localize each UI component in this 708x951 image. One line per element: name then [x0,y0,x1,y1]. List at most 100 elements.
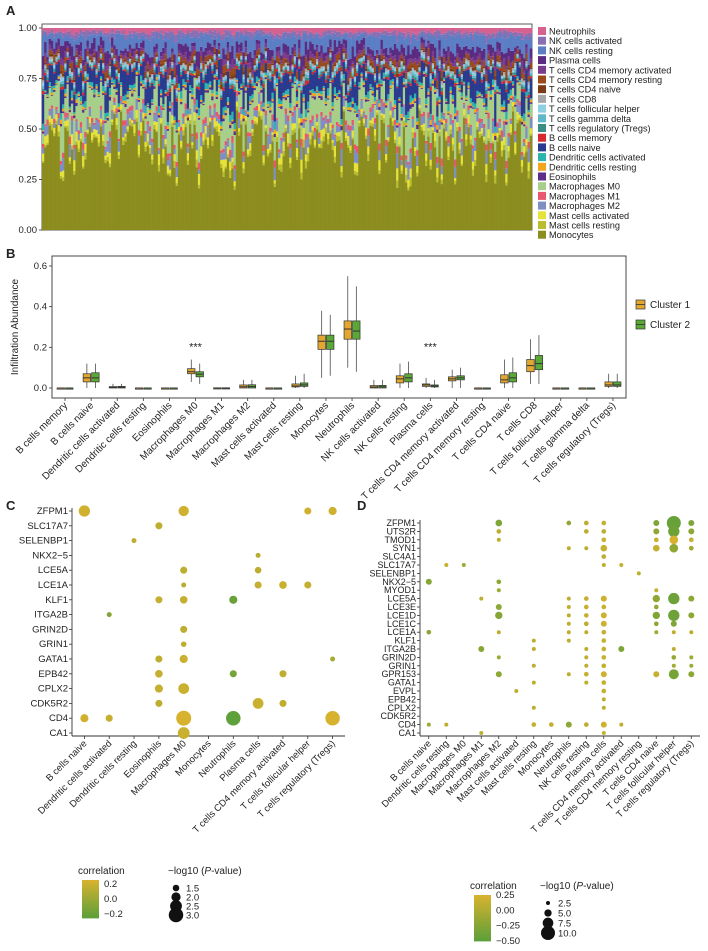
stack-segment-monocytes [135,121,139,230]
stack-segment-t-cells-gamma-delta [398,70,401,72]
stack-segment-t-cells-regulatory-tregs [108,74,112,77]
stack-segment-t-cells-cd8 [262,72,266,74]
stack-segment-dendritic-cells-resting [258,80,261,82]
stack-segment-t-cells-follicular-helper [108,69,112,72]
stack-segment-t-cells-cd8 [382,59,386,62]
stack-segment-plasma-cells [387,54,390,59]
stack-segment-neutrophils [119,28,123,34]
stack-segment-nk-cells-resting [46,36,49,57]
stack-segment-macrophages-m1 [416,150,419,156]
stack-segment-t-cells-follicular-helper [99,54,103,56]
stack-segment-t-cells-regulatory-tregs [55,61,58,62]
stack-segment-mast-cells-activated [331,139,335,143]
stack-segment-t-cells-cd4-memory-activated [93,49,96,54]
stack-segment-macrophages-m2 [50,108,54,119]
stack-segment-dendritic-cells-activated [491,79,495,86]
stack-segment-t-cells-cd4-memory-resting [249,67,252,71]
stack-segment-t-cells-cd4-naive [378,72,381,74]
stack-segment-mast-cells-resting [79,138,83,142]
stack-segment-plasma-cells [434,47,437,59]
stack-segment-t-cells-gamma-delta [122,66,125,70]
stack-segment-mast-cells-resting [68,160,72,164]
stack-segment-dendritic-cells-resting [333,94,337,96]
stack-segment-macrophages-m1 [373,118,377,124]
stack-segment-t-cells-regulatory-tregs [131,68,134,71]
stack-segment-t-cells-cd4-naive [527,80,531,82]
stack-segment-t-cells-cd8 [304,68,308,73]
stack-segment-monocytes [402,126,406,230]
stack-segment-plasma-cells [233,59,237,65]
stack-segment-eosinophils [460,97,464,100]
stack-segment-macrophages-m2 [64,117,67,121]
stack-segment-b-cells-naive [347,95,350,103]
stack-segment-nk-cells-activated [280,35,283,40]
stack-segment-eosinophils [153,86,156,89]
stack-segment-t-cells-regulatory-tregs [253,69,257,71]
stack-segment-t-cells-cd4-memory-activated [144,66,147,72]
stack-segment-neutrophils [480,28,484,33]
stack-segment-t-cells-cd8 [249,72,252,75]
stack-segment-t-cells-regulatory-tregs [88,65,92,67]
stack-segment-dendritic-cells-activated [474,103,477,110]
stack-segment-t-cells-follicular-helper [373,76,377,78]
stack-segment-t-cells-cd8 [344,58,348,62]
stack-segment-t-cells-cd4-naive [242,71,245,75]
stack-segment-t-cells-cd4-naive [371,65,375,68]
stack-segment-t-cells-cd4-naive [333,64,337,67]
stack-segment-macrophages-m1 [126,108,130,115]
stack-segment-nk-cells-resting [86,35,90,41]
stack-segment-dendritic-cells-resting [155,77,159,80]
stack-segment-eosinophils [209,87,212,90]
stack-segment-b-cells-memory [449,78,453,80]
stack-segment-eosinophils [387,99,390,101]
stack-segment-dendritic-cells-resting [500,106,504,110]
stack-segment-nk-cells-resting [133,34,136,49]
stack-segment-dendritic-cells-activated [511,81,515,85]
stack-segment-monocytes [447,159,450,230]
stack-segment-neutrophils [189,28,192,33]
stack-segment-mast-cells-resting [86,132,90,135]
stack-segment-nk-cells-activated [46,34,49,37]
stack-segment-macrophages-m1 [360,98,364,101]
stack-segment-nk-cells-activated [411,32,415,35]
stack-segment-t-cells-gamma-delta [206,63,210,65]
stack-segment-t-cells-cd8 [498,62,502,65]
stack-segment-macrophages-m2 [197,169,201,174]
stack-segment-b-cells-naive [496,68,499,86]
stack-segment-nk-cells-activated [93,29,96,35]
stack-segment-t-cells-cd4-memory-resting [503,64,506,71]
stack-segment-t-cells-regulatory-tregs [378,80,381,84]
stack-segment-macrophages-m2 [438,121,441,130]
stack-segment-b-cells-memory [295,89,299,92]
stack-segment-mast-cells-activated [124,133,127,137]
stack-segment-monocytes [514,154,517,230]
stack-segment-t-cells-gamma-delta [128,60,132,63]
stack-segment-plasma-cells [440,56,444,65]
stack-segment-t-cells-cd4-naive [449,68,453,72]
stack-segment-neutrophils [55,28,58,33]
stack-segment-nk-cells-activated [122,30,125,35]
stack-segment-t-cells-gamma-delta [162,70,165,74]
stack-segment-eosinophils [411,103,415,107]
stack-segment-t-cells-cd8 [77,67,81,70]
stack-segment-t-cells-gamma-delta [97,65,101,69]
stack-segment-nk-cells-resting [122,34,125,51]
stack-segment-nk-cells-activated [320,35,323,39]
stack-segment-mast-cells-resting [262,162,266,166]
stack-segment-eosinophils [91,88,94,90]
stack-segment-t-cells-gamma-delta [131,67,134,69]
stack-segment-b-cells-naive [166,95,170,122]
stack-segment-nk-cells-activated [168,30,172,38]
stack-segment-plasma-cells [491,47,495,53]
stack-segment-t-cells-cd4-memory-activated [293,47,297,52]
stack-segment-macrophages-m2 [271,120,274,133]
stack-segment-eosinophils [293,82,297,85]
stack-segment-macrophages-m2 [356,153,359,164]
stack-segment-dendritic-cells-activated [79,96,83,102]
stack-segment-macrophages-m1 [44,124,47,127]
stack-segment-t-cells-cd8 [171,61,174,65]
stack-segment-macrophages-m2 [115,113,119,119]
stack-segment-plasma-cells [224,54,228,60]
legend-swatch-macrophages-m0 [538,182,546,191]
stack-segment-macrophages-m2 [66,116,70,120]
